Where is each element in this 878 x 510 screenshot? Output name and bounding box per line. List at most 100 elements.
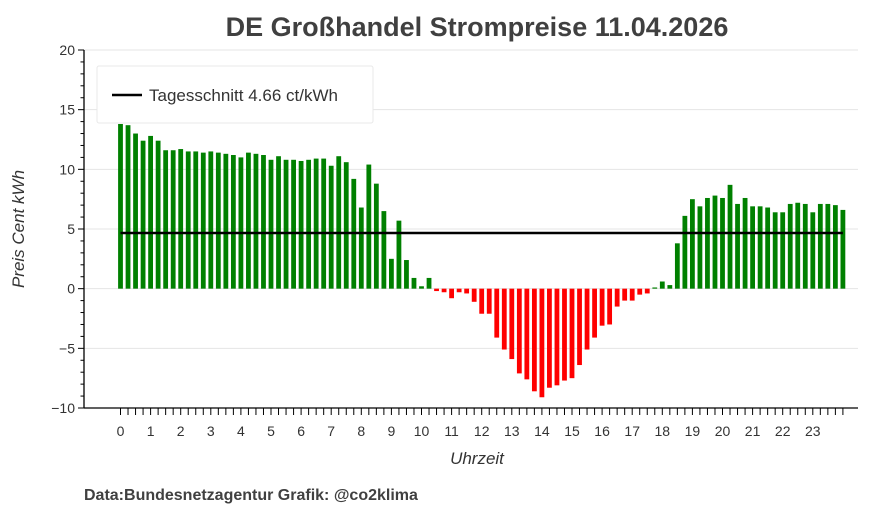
x-tick-label: 10 [414, 423, 430, 439]
price-bar [524, 288, 530, 380]
x-tick-label: 16 [594, 423, 610, 439]
y-tick-label: 10 [59, 161, 75, 177]
price-bar [614, 288, 620, 307]
price-bar [163, 150, 169, 289]
price-bar [253, 153, 259, 289]
price-bar [366, 164, 372, 289]
bars [118, 123, 846, 398]
price-bar [622, 288, 628, 301]
price-bar [479, 288, 485, 314]
legend: Tagesschnitt 4.66 ct/kWh [96, 65, 374, 124]
price-bar [516, 288, 522, 374]
price-bar [178, 149, 184, 289]
price-bar [539, 288, 545, 398]
price-bar [419, 286, 424, 289]
price-bar [690, 199, 695, 289]
price-bar [712, 195, 718, 289]
price-bar [562, 288, 567, 381]
legend-average-label: Tagesschnitt 4.66 ct/kWh [149, 86, 338, 105]
x-tick-label: 11 [444, 423, 459, 439]
x-tick-label: 17 [624, 423, 640, 439]
price-bar [118, 123, 123, 289]
price-bar [185, 151, 191, 289]
price-bar [494, 288, 500, 338]
x-tick-label: 13 [504, 423, 520, 439]
price-bar [531, 288, 537, 392]
price-bar [787, 203, 793, 289]
price-bar [373, 183, 379, 289]
price-bar [592, 288, 597, 338]
price-bar [742, 197, 748, 289]
price-bar [599, 288, 605, 326]
price-bar [780, 212, 786, 289]
x-tick-label: 2 [177, 423, 185, 439]
x-tick-label: 18 [655, 423, 671, 439]
price-bar [509, 288, 515, 360]
price-bar [133, 133, 138, 289]
x-tick-label: 0 [117, 423, 125, 439]
price-bar [644, 288, 650, 294]
price-bar [298, 160, 304, 289]
price-bar [456, 288, 462, 293]
price-bar [434, 288, 439, 292]
x-tick-label: 23 [805, 423, 821, 439]
price-bar [652, 287, 658, 289]
price-bar [313, 158, 319, 289]
price-bar [817, 203, 823, 289]
y-tick-label: 20 [59, 42, 75, 58]
y-tick-label: −5 [59, 340, 75, 356]
price-bar [667, 285, 673, 289]
price-bar [464, 288, 470, 294]
x-tick-label: 4 [237, 423, 245, 439]
y-ticks: −10 −5 0 5 10 15 20 [51, 42, 84, 416]
price-bar [404, 260, 409, 289]
price-bar [682, 215, 688, 289]
price-bar [125, 125, 131, 289]
y-tick-label: −10 [51, 400, 75, 416]
price-bar [246, 152, 251, 289]
y-tick-label: 5 [67, 221, 75, 237]
x-tick-label: 9 [388, 423, 396, 439]
price-bar [426, 277, 432, 289]
price-bar [358, 207, 364, 289]
price-bar [765, 207, 771, 289]
x-tick-label: 22 [775, 423, 791, 439]
chart-title: DE Großhandel Strompreise 11.04.2026 [226, 12, 729, 42]
price-bar [343, 162, 349, 289]
price-bar [336, 156, 342, 289]
price-bar [735, 203, 740, 289]
price-bar [381, 211, 387, 289]
price-bar [208, 151, 214, 289]
x-tick-label: 14 [534, 423, 550, 439]
x-tick-label: 21 [745, 423, 761, 439]
price-bar [328, 165, 334, 289]
price-bar [283, 159, 289, 289]
price-bar [230, 155, 236, 289]
price-bar [607, 288, 613, 325]
price-bar [629, 288, 635, 301]
price-bar [321, 158, 327, 289]
price-bar [825, 203, 831, 289]
price-bar [795, 202, 801, 289]
x-tick-label: 20 [715, 423, 731, 439]
price-bar [148, 135, 153, 289]
price-bar [720, 197, 725, 289]
price-bar [276, 156, 281, 289]
price-bar [238, 157, 244, 289]
price-bar [577, 288, 582, 366]
x-tick-label: 6 [297, 423, 305, 439]
price-bar [441, 288, 447, 293]
x-tick-label: 12 [474, 423, 490, 439]
price-bar [200, 152, 206, 289]
price-bar [637, 288, 643, 295]
price-bar [802, 203, 808, 289]
price-bar [659, 281, 665, 289]
y-tick-label: 0 [67, 281, 75, 297]
price-bar [155, 140, 161, 289]
price-bar [268, 159, 274, 289]
price-bar [501, 288, 507, 350]
price-bar [772, 212, 778, 289]
price-bar [261, 155, 266, 289]
price-bar [569, 288, 575, 379]
